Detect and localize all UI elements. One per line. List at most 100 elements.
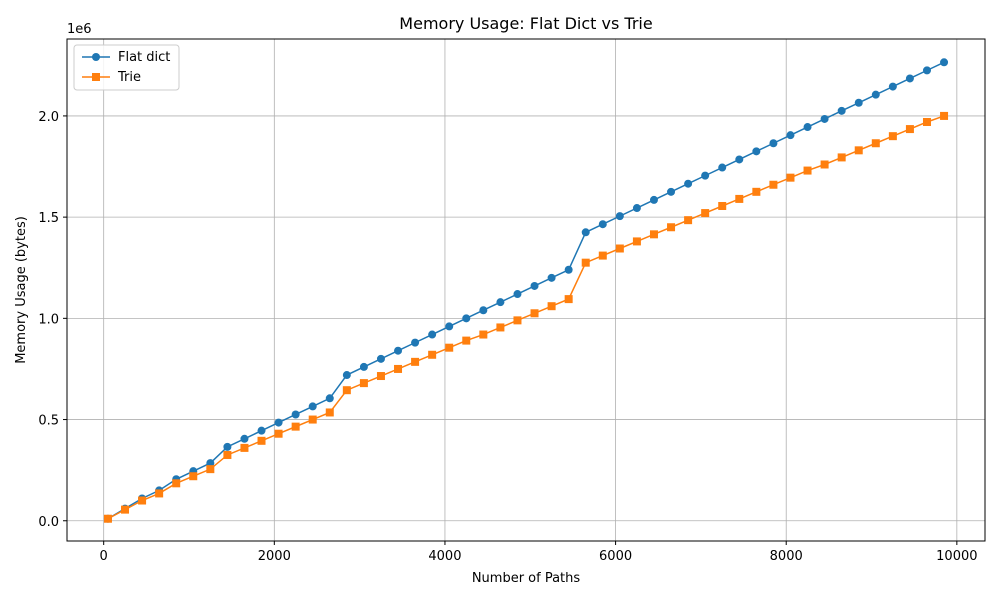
data-point-trie [684, 216, 693, 225]
data-point-flat-dict [513, 290, 522, 299]
data-point-flat-dict [854, 98, 863, 107]
data-point-flat-dict [274, 418, 283, 427]
data-point-flat-dict [223, 442, 232, 451]
plot-frame [66, 38, 986, 542]
x-tick-label: 10000 [936, 549, 977, 564]
data-point-trie [854, 146, 863, 155]
data-point-trie [547, 302, 556, 311]
data-point-trie [479, 330, 488, 339]
data-point-flat-dict [598, 220, 607, 229]
y-tick-label: 1.0 [38, 312, 59, 327]
data-point-trie [257, 436, 266, 445]
data-point-trie [940, 111, 949, 120]
series-trie [103, 111, 949, 523]
legend-marker-trie [92, 73, 100, 81]
data-point-flat-dict [428, 330, 437, 339]
y-tick-label: 1.5 [38, 211, 59, 226]
y-axis: 0.0 0.5 1.0 1.5 2.0 [38, 110, 67, 530]
data-point-trie [752, 187, 761, 196]
data-point-trie [786, 173, 795, 182]
data-point-flat-dict [359, 362, 368, 371]
data-point-trie [206, 465, 215, 474]
data-point-flat-dict [394, 346, 403, 355]
y-tick-label: 0.5 [38, 414, 59, 429]
data-point-trie [342, 386, 351, 395]
data-point-flat-dict [684, 179, 693, 188]
data-point-flat-dict [752, 147, 761, 156]
legend-label-flat-dict: Flat dict [118, 50, 170, 65]
data-point-flat-dict [496, 298, 505, 307]
x-tick-label: 0 [100, 549, 108, 564]
x-axis-label: Number of Paths [472, 571, 581, 586]
data-point-flat-dict [803, 123, 812, 132]
data-point-trie [376, 372, 385, 381]
data-point-trie [325, 408, 334, 417]
data-point-flat-dict [905, 74, 914, 83]
data-point-flat-dict [615, 212, 624, 221]
x-tick-label: 8000 [770, 549, 803, 564]
data-point-trie [496, 323, 505, 332]
y-tick-label: 2.0 [38, 110, 59, 125]
series-layer [103, 58, 949, 523]
data-point-flat-dict [632, 204, 641, 213]
data-point-flat-dict [308, 402, 317, 411]
y-offset-label: 1e6 [67, 22, 92, 37]
data-point-flat-dict [530, 281, 539, 290]
x-axis: 0 2000 4000 6000 8000 10000 [100, 541, 978, 564]
data-point-trie [428, 350, 437, 359]
legend-label-trie: Trie [117, 70, 141, 85]
data-point-flat-dict [649, 195, 658, 204]
data-point-trie [649, 230, 658, 239]
chart-title: Memory Usage: Flat Dict vs Trie [399, 14, 652, 33]
data-point-flat-dict [257, 426, 266, 435]
data-point-trie [121, 505, 130, 514]
data-point-flat-dict [581, 228, 590, 237]
data-point-trie [359, 379, 368, 388]
data-point-trie [394, 364, 403, 373]
data-point-flat-dict [291, 410, 300, 419]
data-point-trie [905, 125, 914, 134]
data-point-trie [718, 201, 727, 210]
data-point-trie [667, 223, 676, 232]
data-point-trie [462, 336, 471, 345]
data-point-flat-dict [871, 90, 880, 99]
data-point-trie [411, 357, 420, 366]
data-point-trie [189, 472, 198, 481]
data-point-trie [837, 153, 846, 162]
data-point-trie [701, 209, 710, 218]
data-point-trie [530, 309, 539, 318]
data-point-flat-dict [564, 265, 573, 274]
x-tick-label: 4000 [428, 549, 461, 564]
data-point-trie [735, 194, 744, 203]
data-point-flat-dict [240, 434, 249, 443]
data-point-trie [632, 237, 641, 246]
data-point-trie [615, 244, 624, 253]
data-point-flat-dict [735, 155, 744, 164]
data-point-flat-dict [922, 66, 931, 75]
legend-marker-flat-dict [92, 53, 100, 61]
data-point-trie [445, 343, 454, 352]
data-point-flat-dict [206, 459, 215, 468]
data-point-trie [138, 496, 147, 505]
data-point-trie [803, 166, 812, 175]
data-point-trie [274, 429, 283, 438]
data-point-trie [888, 132, 897, 141]
data-point-flat-dict [888, 82, 897, 91]
data-point-trie [922, 117, 931, 126]
y-tick-label: 0.0 [38, 515, 59, 530]
data-point-flat-dict [325, 394, 334, 403]
data-point-flat-dict [462, 314, 471, 323]
data-point-trie [291, 422, 300, 431]
data-point-flat-dict [718, 163, 727, 172]
x-tick-label: 6000 [599, 549, 632, 564]
data-point-trie [564, 295, 573, 304]
data-point-trie [769, 180, 778, 189]
data-point-flat-dict [376, 354, 385, 363]
data-point-flat-dict [445, 322, 454, 331]
data-point-flat-dict [667, 187, 676, 196]
data-point-trie [598, 251, 607, 260]
data-point-trie [581, 258, 590, 267]
data-point-flat-dict [837, 106, 846, 115]
data-point-trie [103, 514, 112, 523]
